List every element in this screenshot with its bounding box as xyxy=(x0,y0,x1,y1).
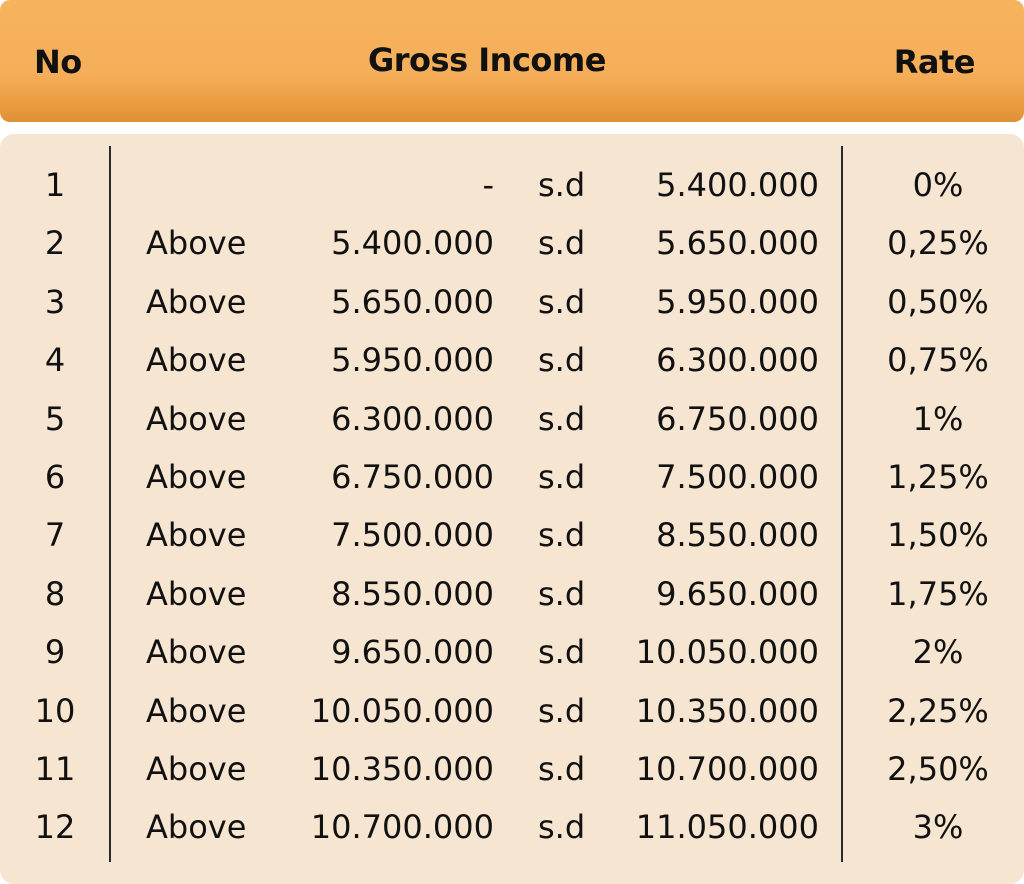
table-rows: 1 - s.d 5.400.000 0% 2 Above 5.400.000 s.d 5.650.… xyxy=(0,156,1024,857)
table-row: 9 Above 9.650.000 s.d 10.050.000 2% xyxy=(0,623,1024,681)
row-above: Above xyxy=(146,808,247,847)
table-row: 2 Above 5.400.000 s.d 5.650.000 0,25% xyxy=(0,214,1024,272)
row-sd: s.d xyxy=(538,282,586,321)
row-above: Above xyxy=(146,399,247,438)
row-rate: 2,50% xyxy=(887,749,989,788)
row-number: 3 xyxy=(44,282,66,321)
row-number: 11 xyxy=(34,749,76,788)
row-sd: s.d xyxy=(538,574,586,613)
row-number: 1 xyxy=(44,166,66,204)
row-sd: s.d xyxy=(538,341,586,380)
row-sd: s.d xyxy=(538,457,586,496)
divider-right xyxy=(841,146,843,862)
row-from-amount: - xyxy=(482,166,494,204)
row-to-amount: 8.550.000 xyxy=(656,516,819,555)
row-above: Above xyxy=(146,574,247,613)
row-number: 7 xyxy=(44,516,66,555)
header-gross-income: Gross Income xyxy=(368,41,606,79)
table-row: 5 Above 6.300.000 s.d 6.750.000 1% xyxy=(0,390,1024,448)
row-number: 10 xyxy=(34,691,76,730)
row-from-amount: 7.500.000 xyxy=(331,516,494,555)
row-to-amount: 7.500.000 xyxy=(656,457,819,496)
row-sd: s.d xyxy=(538,749,586,788)
row-from-amount: 6.750.000 xyxy=(331,457,494,496)
row-above: Above xyxy=(146,457,247,496)
row-to-amount: 10.350.000 xyxy=(635,691,819,730)
row-to-amount: 5.950.000 xyxy=(656,282,819,321)
row-rate: 1,75% xyxy=(887,574,989,613)
table-row: 4 Above 5.950.000 s.d 6.300.000 0,75% xyxy=(0,331,1024,389)
row-from-amount: 5.400.000 xyxy=(331,224,494,263)
divider-left xyxy=(109,146,111,862)
row-from-amount: 10.050.000 xyxy=(310,691,494,730)
row-from-amount: 6.300.000 xyxy=(331,399,494,438)
row-rate: 0,50% xyxy=(887,282,989,321)
header-no: No xyxy=(34,43,82,81)
row-from-amount: 10.700.000 xyxy=(310,808,494,847)
row-from-amount: 5.950.000 xyxy=(331,341,494,380)
row-sd: s.d xyxy=(538,633,586,672)
row-sd: s.d xyxy=(538,166,586,204)
row-sd: s.d xyxy=(538,691,586,730)
table-header: No Gross Income Rate xyxy=(0,0,1024,122)
row-to-amount: 6.750.000 xyxy=(656,399,819,438)
row-rate: 1% xyxy=(912,399,964,438)
table-row: 12 Above 10.700.000 s.d 11.050.000 3% xyxy=(0,798,1024,856)
row-rate: 3% xyxy=(912,808,964,847)
row-rate: 1,25% xyxy=(887,457,989,496)
row-from-amount: 5.650.000 xyxy=(331,282,494,321)
row-rate: 0,25% xyxy=(887,224,989,263)
row-above: Above xyxy=(146,633,247,672)
row-rate: 1,50% xyxy=(887,516,989,555)
row-above: Above xyxy=(146,282,247,321)
table-row: 1 - s.d 5.400.000 0% xyxy=(0,156,1024,214)
row-number: 9 xyxy=(44,633,66,672)
row-above: Above xyxy=(146,224,247,263)
row-from-amount: 9.650.000 xyxy=(331,633,494,672)
row-number: 4 xyxy=(44,341,66,380)
row-from-amount: 10.350.000 xyxy=(310,749,494,788)
row-above: Above xyxy=(146,749,247,788)
row-sd: s.d xyxy=(538,516,586,555)
table-row: 3 Above 5.650.000 s.d 5.950.000 0,50% xyxy=(0,273,1024,331)
table-row: 8 Above 8.550.000 s.d 9.650.000 1,75% xyxy=(0,565,1024,623)
row-sd: s.d xyxy=(538,399,586,438)
row-above: Above xyxy=(146,516,247,555)
row-above: Above xyxy=(146,341,247,380)
row-to-amount: 6.300.000 xyxy=(656,341,819,380)
header-rate: Rate xyxy=(893,43,976,81)
table-row: 11 Above 10.350.000 s.d 10.700.000 2,50% xyxy=(0,740,1024,798)
row-sd: s.d xyxy=(538,808,586,847)
row-rate: 0% xyxy=(912,166,964,204)
row-rate: 2,25% xyxy=(887,691,989,730)
row-to-amount: 10.700.000 xyxy=(635,749,819,788)
table-body xyxy=(0,134,1024,884)
row-to-amount: 9.650.000 xyxy=(656,574,819,613)
table-row: 7 Above 7.500.000 s.d 8.550.000 1,50% xyxy=(0,506,1024,564)
row-sd: s.d xyxy=(538,224,586,263)
row-number: 8 xyxy=(44,574,66,613)
row-from-amount: 8.550.000 xyxy=(331,574,494,613)
row-number: 2 xyxy=(44,224,66,263)
table-row: 6 Above 6.750.000 s.d 7.500.000 1,25% xyxy=(0,448,1024,506)
row-to-amount: 10.050.000 xyxy=(635,633,819,672)
table-row: 10 Above 10.050.000 s.d 10.350.000 2,25% xyxy=(0,682,1024,740)
row-rate: 2% xyxy=(912,633,964,672)
row-to-amount: 11.050.000 xyxy=(635,808,819,847)
row-number: 5 xyxy=(44,399,66,438)
row-to-amount: 5.650.000 xyxy=(656,224,819,263)
row-number: 6 xyxy=(44,457,66,496)
row-number: 12 xyxy=(34,808,76,847)
row-rate: 0,75% xyxy=(887,341,989,380)
row-above: Above xyxy=(146,691,247,730)
row-to-amount: 5.400.000 xyxy=(656,166,819,204)
